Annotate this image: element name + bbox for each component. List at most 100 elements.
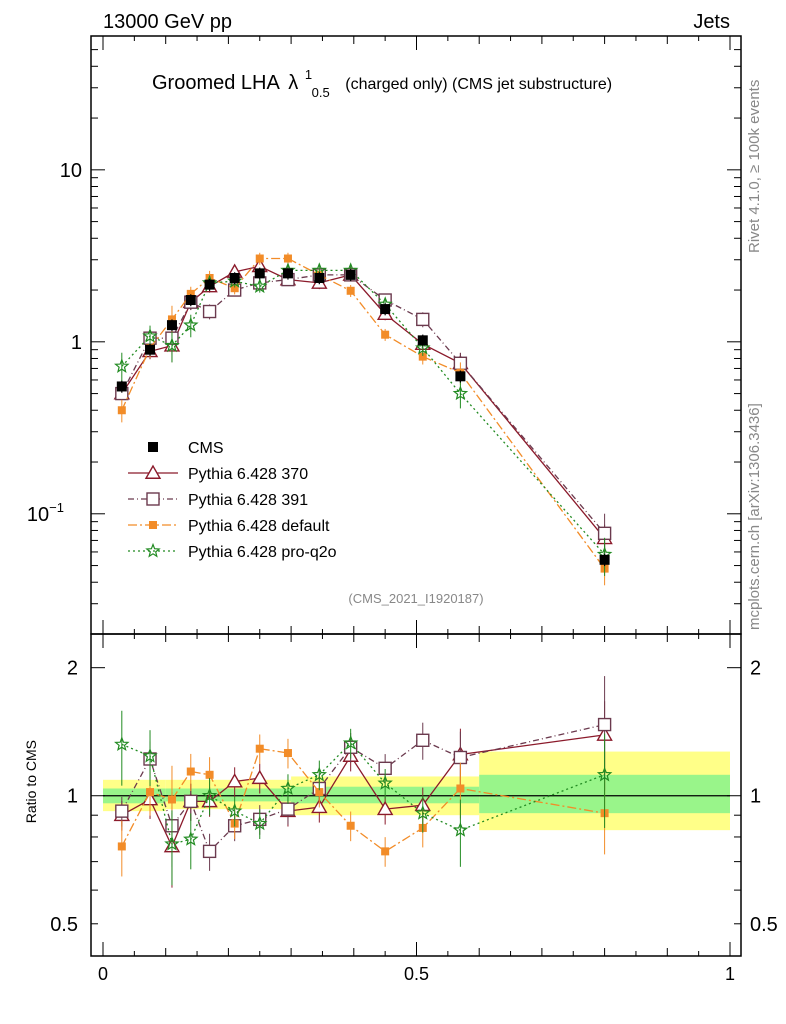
- data-point: [282, 268, 293, 279]
- series-marker-3: [183, 316, 199, 332]
- legend-marker: [146, 492, 160, 506]
- ratio-marker-1: [202, 844, 217, 859]
- tick-base: 1: [71, 332, 82, 354]
- ratio-ylabel: Ratio to CMS: [23, 740, 39, 823]
- legend-label-data: CMS: [188, 440, 224, 457]
- series-marker-3: [415, 339, 431, 355]
- ratio-marker-3: [226, 802, 243, 818]
- main-y-tick-label: 10−1: [27, 500, 64, 526]
- legend-label: Pythia 6.428 default: [188, 518, 330, 535]
- series-marker-3: [452, 385, 469, 401]
- main-y-tick-label: 1: [71, 332, 82, 354]
- ratio-y-tick-label-right: 1: [750, 786, 761, 808]
- title-suffix: (charged only) (CMS jet substructure): [345, 76, 612, 93]
- data-point: [145, 344, 156, 355]
- ratio-marker-3: [142, 747, 158, 763]
- ratio-marker-2: [283, 749, 292, 758]
- ratio-marker-1: [281, 802, 295, 816]
- tick-base: 10: [27, 504, 49, 526]
- x-tick-label: 0.5: [404, 964, 429, 984]
- ratio-y-tick-label: 2: [67, 658, 78, 680]
- title-superscript: 1: [305, 67, 312, 82]
- data-point: [417, 335, 428, 346]
- ratio-marker-3: [183, 831, 199, 846]
- ratio-marker-3: [311, 766, 328, 782]
- ratio-y-tick-label-right: 0.5: [750, 914, 778, 936]
- series-marker-3: [252, 278, 268, 294]
- header-right: Jets: [693, 11, 730, 33]
- ratio-line-2: [121, 747, 605, 853]
- ratio-marker-3: [280, 780, 296, 796]
- series-marker-1: [202, 304, 217, 319]
- series-marker-2: [117, 406, 126, 415]
- ratio-marker-2: [146, 788, 155, 797]
- ratio-marker-3: [342, 734, 359, 750]
- series-marker-1: [416, 312, 430, 327]
- legend-marker-data: [148, 442, 158, 452]
- tick-base: 10: [60, 160, 82, 182]
- ratio-marker-2: [255, 744, 264, 753]
- ratio-marker-2: [456, 784, 465, 793]
- data-point: [204, 279, 215, 290]
- data-point: [345, 269, 356, 280]
- ratio-marker-1: [115, 804, 129, 818]
- data-point: [380, 304, 391, 315]
- data-point: [229, 272, 240, 283]
- series-marker-2: [230, 284, 239, 293]
- title-subscript: 0.5: [312, 85, 330, 100]
- ratio-marker-3: [377, 775, 393, 790]
- series-marker-3: [142, 327, 158, 343]
- ratio-marker-3: [164, 835, 180, 851]
- series-line-2: [121, 257, 606, 569]
- data-point: [254, 268, 265, 279]
- ratio-marker-0: [251, 769, 268, 785]
- legend-marker: [144, 464, 162, 479]
- ratio-line-0: [121, 734, 605, 849]
- ratio-marker-1: [597, 717, 612, 732]
- series-marker-3: [114, 358, 130, 373]
- legend-marker: [149, 521, 157, 529]
- ratio-marker-3: [252, 815, 268, 831]
- x-tick-label: 1: [725, 964, 735, 984]
- ratio-marker-0: [376, 800, 394, 816]
- ratio-marker-2: [346, 821, 355, 830]
- analysis-watermark: (CMS_2021_I1920187): [348, 591, 483, 606]
- series-marker-2: [418, 352, 427, 361]
- data-point: [455, 371, 466, 382]
- ratio-series-group: [113, 676, 613, 888]
- data-point: [599, 554, 610, 565]
- legend: CMS Pythia 6.428 370 Pythia 6.428 391 Pythi…: [128, 440, 337, 561]
- ratio-marker-2: [381, 847, 390, 856]
- data-point: [166, 320, 177, 331]
- series-marker-2: [255, 254, 264, 263]
- ratio-marker-2: [186, 767, 195, 776]
- ratio-marker-3: [596, 766, 613, 782]
- data-point: [314, 272, 325, 283]
- mcplots-label: mcplots.cern.ch [arXiv:1306.3436]: [746, 403, 763, 630]
- main-series-group: [113, 252, 613, 586]
- series-marker-3: [164, 337, 180, 353]
- series-line-3: [121, 269, 606, 555]
- data-point: [185, 295, 196, 306]
- series-marker-1: [597, 526, 612, 541]
- series-marker-2: [186, 289, 195, 298]
- ratio-marker-2: [205, 770, 214, 779]
- ratio-marker-2: [167, 795, 176, 804]
- ratio-marker-1: [453, 750, 468, 765]
- ratio-y-tick-label: 1: [67, 786, 78, 808]
- legend-label: Pythia 6.428 391: [188, 492, 308, 509]
- data-point: [116, 381, 127, 392]
- ratio-marker-3: [415, 805, 431, 820]
- ratio-marker-3: [201, 787, 218, 803]
- ratio-marker-1: [184, 794, 198, 809]
- tick-exponent: −1: [49, 500, 64, 515]
- title-main: Groomed LHA: [152, 72, 280, 94]
- ratio-marker-2: [315, 788, 324, 797]
- legend-label: Pythia 6.428 370: [188, 466, 308, 483]
- main-y-tick-label: 10: [60, 160, 82, 182]
- rivet-version-label: Rivet 4.1.0, ≥ 100k events: [746, 80, 763, 253]
- series-marker-2: [346, 286, 355, 295]
- ratio-marker-3: [452, 822, 469, 837]
- ratio-marker-0: [226, 773, 243, 788]
